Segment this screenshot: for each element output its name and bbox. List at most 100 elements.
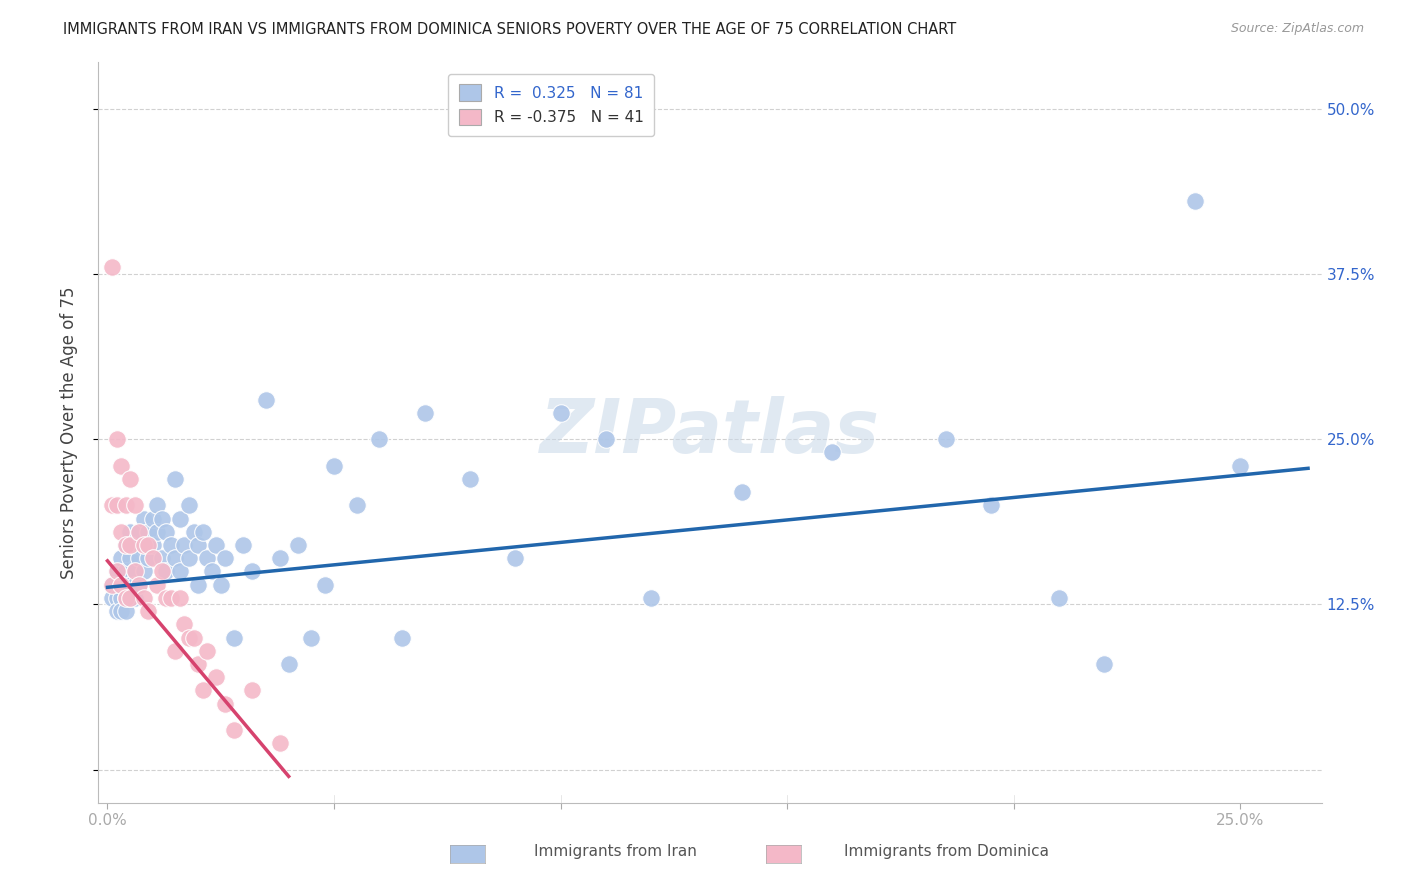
Point — [114, 538, 136, 552]
Point — [169, 565, 191, 579]
Point — [232, 538, 254, 552]
Point — [242, 683, 264, 698]
Point — [1047, 591, 1070, 605]
Point — [187, 657, 209, 671]
Point — [160, 538, 183, 552]
Point — [120, 591, 142, 605]
Point — [155, 524, 177, 539]
Point — [136, 551, 159, 566]
Text: IMMIGRANTS FROM IRAN VS IMMIGRANTS FROM DOMINICA SENIORS POVERTY OVER THE AGE OF: IMMIGRANTS FROM IRAN VS IMMIGRANTS FROM … — [63, 22, 956, 37]
Point — [323, 458, 346, 473]
Point — [142, 538, 165, 552]
Text: Immigrants from Dominica: Immigrants from Dominica — [844, 845, 1049, 859]
Point — [731, 485, 754, 500]
Point — [169, 591, 191, 605]
Point — [242, 565, 264, 579]
Point — [160, 591, 183, 605]
Point — [101, 260, 124, 275]
Point — [195, 551, 218, 566]
Point — [1092, 657, 1115, 671]
Point — [114, 538, 136, 552]
Text: Source: ZipAtlas.com: Source: ZipAtlas.com — [1230, 22, 1364, 36]
Point — [1184, 194, 1206, 209]
Point — [150, 551, 173, 566]
Point — [550, 406, 572, 420]
Point — [101, 499, 124, 513]
Point — [191, 683, 214, 698]
Point — [114, 604, 136, 618]
Point — [114, 499, 136, 513]
Legend: R =  0.325   N = 81, R = -0.375   N = 41: R = 0.325 N = 81, R = -0.375 N = 41 — [447, 74, 654, 136]
Point — [595, 432, 617, 446]
Point — [101, 577, 124, 591]
Point — [155, 565, 177, 579]
Point — [114, 591, 136, 605]
Point — [128, 551, 150, 566]
Point — [146, 577, 169, 591]
Point — [124, 565, 146, 579]
Point — [120, 524, 142, 539]
Point — [101, 591, 124, 605]
Point — [224, 723, 246, 737]
Point — [254, 392, 277, 407]
Point — [177, 499, 200, 513]
Point — [132, 591, 155, 605]
Point — [132, 538, 155, 552]
Point — [132, 565, 155, 579]
Point — [146, 524, 169, 539]
Point — [142, 511, 165, 525]
Point — [120, 591, 142, 605]
Point — [183, 524, 205, 539]
Point — [124, 565, 146, 579]
Point — [169, 511, 191, 525]
Point — [124, 538, 146, 552]
Point — [128, 524, 150, 539]
Point — [120, 538, 142, 552]
Point — [150, 511, 173, 525]
Point — [935, 432, 957, 446]
Point — [458, 472, 481, 486]
Point — [114, 565, 136, 579]
Point — [165, 551, 187, 566]
Y-axis label: Seniors Poverty Over the Age of 75: Seniors Poverty Over the Age of 75 — [59, 286, 77, 579]
Point — [105, 565, 128, 579]
Point — [214, 551, 236, 566]
Point — [114, 591, 136, 605]
Point — [142, 551, 165, 566]
Point — [165, 644, 187, 658]
Point — [314, 577, 336, 591]
Point — [105, 432, 128, 446]
Point — [187, 538, 209, 552]
Point — [110, 551, 132, 566]
Point — [391, 631, 413, 645]
Point — [173, 538, 195, 552]
Point — [110, 591, 132, 605]
Point — [132, 511, 155, 525]
Point — [640, 591, 662, 605]
Point — [214, 697, 236, 711]
Point — [269, 551, 291, 566]
Point — [105, 565, 128, 579]
Point — [821, 445, 844, 459]
Point — [105, 499, 128, 513]
Text: ZIPatlas: ZIPatlas — [540, 396, 880, 469]
Point — [110, 458, 132, 473]
Point — [124, 577, 146, 591]
Point — [136, 604, 159, 618]
Point — [124, 499, 146, 513]
Point — [128, 524, 150, 539]
Point — [209, 577, 232, 591]
Point — [299, 631, 322, 645]
Point — [269, 736, 291, 750]
Point — [224, 631, 246, 645]
Point — [110, 524, 132, 539]
Point — [980, 499, 1002, 513]
Point — [110, 604, 132, 618]
Point — [195, 644, 218, 658]
Point — [413, 406, 436, 420]
Point — [177, 631, 200, 645]
Point — [136, 538, 159, 552]
Point — [165, 472, 187, 486]
Point — [503, 551, 526, 566]
Point — [205, 670, 228, 684]
